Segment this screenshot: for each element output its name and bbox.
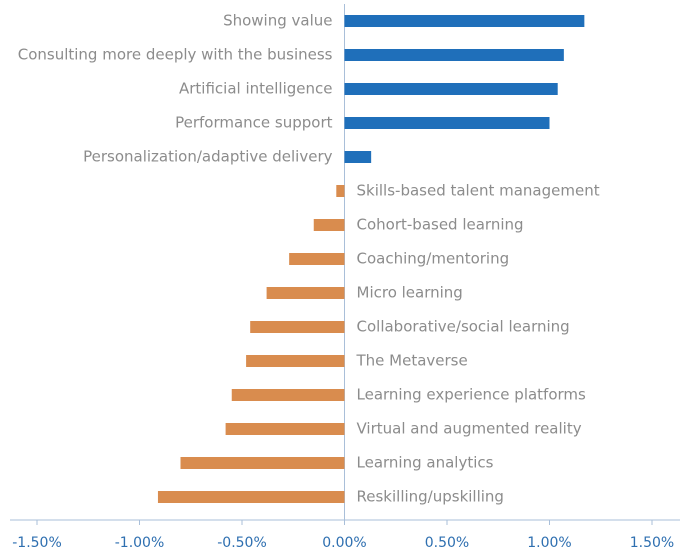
category-label: Cohort-based learning <box>357 216 524 234</box>
category-label: Skills-based talent management <box>357 182 600 200</box>
bar <box>157 491 345 503</box>
x-tick-label: 1.00% <box>527 535 571 551</box>
category-label: Performance support <box>175 114 333 132</box>
bar <box>344 49 564 61</box>
bar <box>289 253 345 265</box>
bar <box>344 151 372 163</box>
category-label: Micro learning <box>357 284 463 302</box>
bar <box>231 389 345 401</box>
category-label: Learning analytics <box>357 454 494 472</box>
bar <box>336 185 345 197</box>
category-label: Virtual and augmented reality <box>357 420 582 438</box>
bar <box>250 321 345 333</box>
bar <box>344 83 558 95</box>
x-tick-label: -1.50% <box>12 535 62 551</box>
bar <box>313 219 345 231</box>
bar <box>344 15 585 27</box>
x-tick-label: 0.00% <box>322 535 366 551</box>
x-tick-label: -1.00% <box>115 535 165 551</box>
bar <box>180 457 345 469</box>
bar <box>344 117 550 129</box>
x-tick-label: 0.50% <box>425 535 469 551</box>
category-label: Collaborative/social learning <box>357 318 570 336</box>
category-label: Coaching/mentoring <box>357 250 510 268</box>
category-label: Reskilling/upskilling <box>357 488 504 506</box>
category-label: Artificial intelligence <box>179 80 333 98</box>
bar <box>266 287 345 299</box>
bar <box>246 355 345 367</box>
category-label: Showing value <box>223 12 332 30</box>
category-label: The Metaverse <box>356 352 468 370</box>
category-label: Personalization/adaptive delivery <box>83 148 332 166</box>
x-tick-label: -0.50% <box>217 535 267 551</box>
category-label: Consulting more deeply with the business <box>18 46 333 64</box>
category-label: Learning experience platforms <box>357 386 587 404</box>
bar <box>225 423 345 435</box>
x-tick-label: 1.50% <box>630 535 674 551</box>
